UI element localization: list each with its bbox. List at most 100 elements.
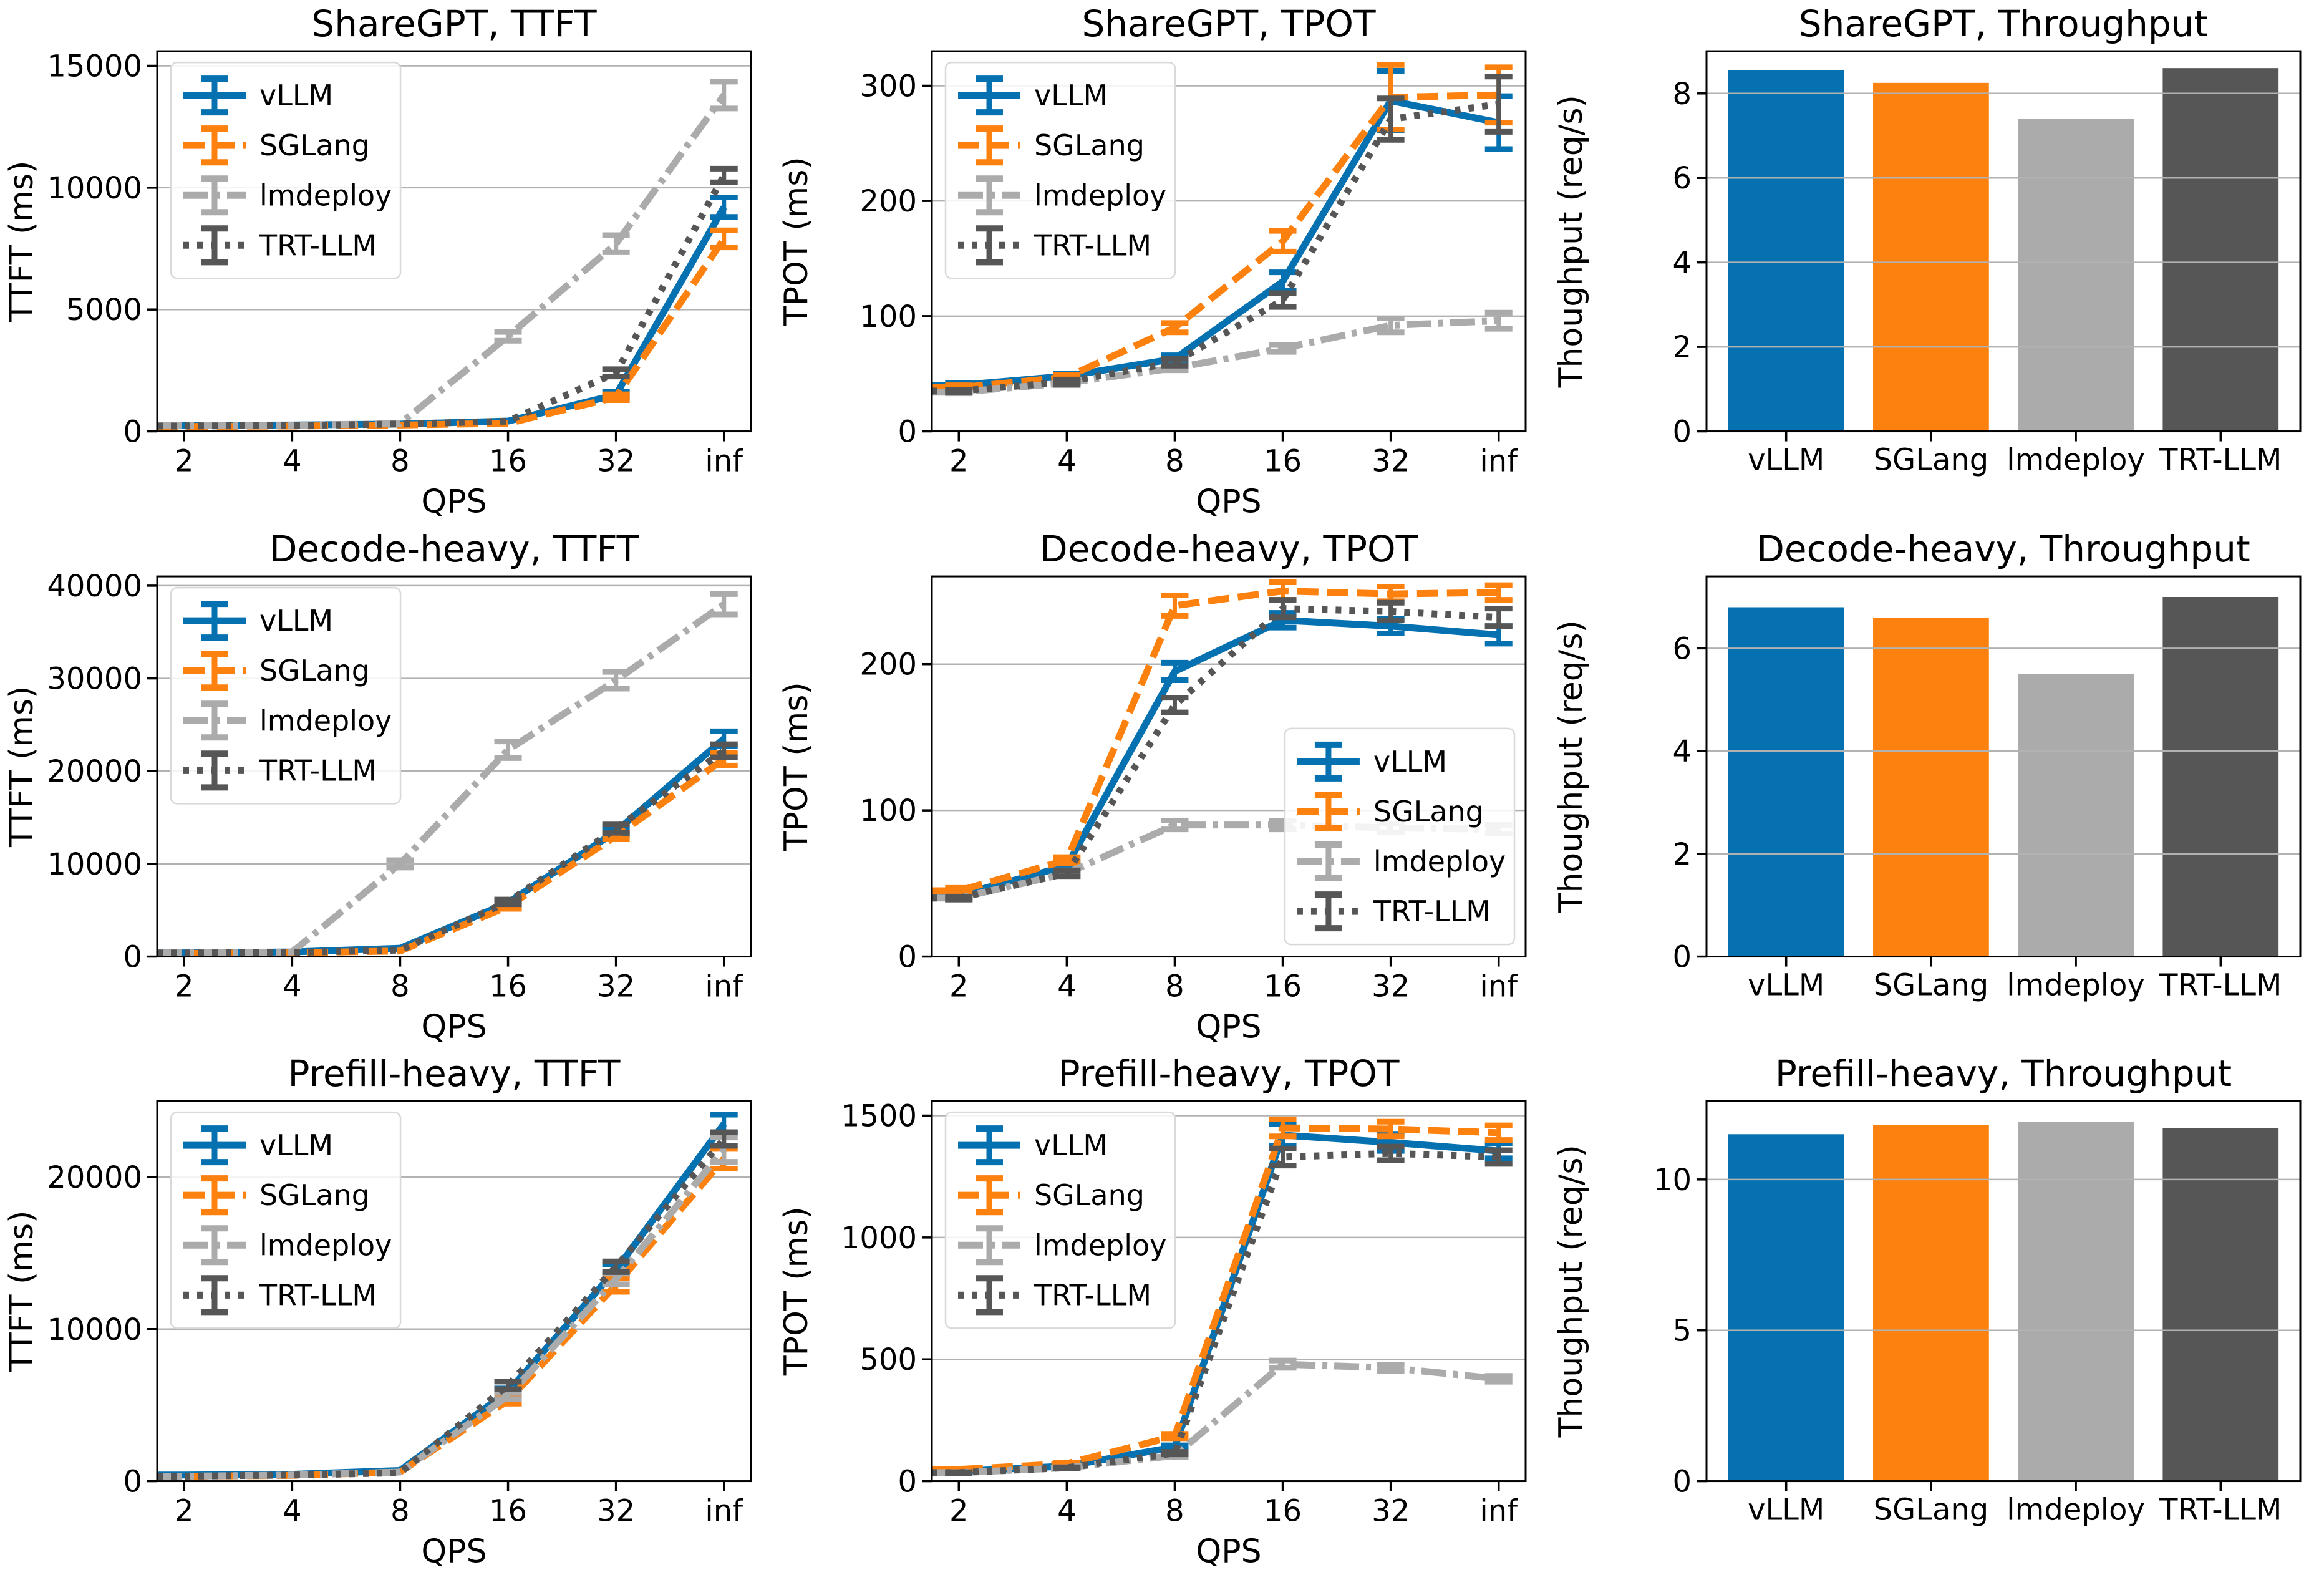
legend-label: TRT-LLM [259,228,377,262]
y-axis-label: TTFT (ms) [3,686,41,847]
plot-border [156,50,752,433]
legend-item-vLLM: vLLM [958,1125,1108,1166]
legend-item-vLLM: vLLM [183,1125,333,1166]
x-tick-label: 2 [175,444,194,479]
bar-TRT-LLM [2162,68,2279,432]
x-axis: 2 4 8 16 32 inf QPS [175,1481,743,1571]
chart-canvas: 0 500 1000 1500 TPOT (ms) 2 4 8 16 32 inf QPS Prefil… [778,1052,1527,1571]
y-tick-label: 0 [1672,1465,1692,1500]
chart-title: Decode-heavy, TTFT [269,528,639,570]
chart-canvas: 0 5000 10000 15000 TTFT (ms) 2 4 8 16 32 inf QPS Sha… [3,2,752,521]
chart-title: Decode-heavy, Throughput [1756,528,2250,570]
x-axis: vLLM SGLang lmdeploy TRT-LLM [1748,956,2282,1002]
legend-label: SGLang [259,1179,370,1213]
x-tick-label: 2 [949,969,969,1004]
legend-label: lmdeploy [1373,845,1506,878]
y-axis: 0 5000 10000 15000 TTFT (ms) [3,49,157,450]
bar-SGLang [1873,617,1989,957]
bars [1728,68,2279,432]
legend-label: TRT-LLM [1034,1279,1151,1312]
x-tick-label: TRT-LLM [2159,443,2282,478]
y-tick-label: 5000 [66,293,142,327]
x-tick-label: 32 [597,969,635,1004]
legend-label: vLLM [259,1128,333,1162]
x-tick-label: 4 [1057,969,1077,1004]
legend-label: lmdeploy [1034,1229,1166,1262]
y-tick-label: 6 [1672,631,1692,666]
legend-item-TRT-LLM: TRT-LLM [183,1275,377,1316]
y-axis: 0 2 4 6 8 Thoughput (req/s) [1552,77,1707,450]
legend-item-SGLang: SGLang [183,1175,370,1216]
chart-prefill-heavy-tpot: 0 500 1000 1500 TPOT (ms) 2 4 8 16 32 inf QPS Prefil… [775,1050,1549,1575]
legend-label: SGLang [1034,1179,1145,1213]
x-tick-label: 4 [283,969,302,1004]
legend: vLLM SGLang lmdeploy TRT-LLM [944,1112,1176,1329]
legend-box [944,1112,1176,1329]
y-tick-label: 200 [859,184,917,219]
y-axis-label: TTFT (ms) [3,1211,41,1372]
series-errorbars [494,1129,738,1392]
legend-item-TRT-LLM: TRT-LLM [958,1275,1151,1316]
x-tick-label: 4 [1057,444,1077,479]
legend-item-lmdeploy: lmdeploy [958,1225,1166,1266]
series-errorbars [945,596,1513,903]
bar-lmdeploy [2018,1122,2134,1481]
y-axis-label: TPOT (ms) [778,157,815,326]
y-tick-label: 20000 [47,1160,142,1195]
x-tick-label: 16 [1264,969,1302,1004]
y-axis: 0 2 4 6 Thoughput (req/s) [1552,620,1707,974]
legend-item-lmdeploy: lmdeploy [1297,841,1506,881]
y-axis: 0 500 1000 1500 TPOT (ms) [778,1099,932,1500]
legend-label: SGLang [1034,128,1145,162]
series-errorbars [494,79,738,344]
legend-item-lmdeploy: lmdeploy [183,175,392,216]
y-axis: 0 5 10 Thoughput (req/s) [1552,1145,1707,1500]
legend-item-vLLM: vLLM [183,75,333,116]
legend-label: SGLang [259,654,370,687]
x-axis: 2 4 8 16 32 inf QPS [949,956,1518,1045]
legend-item-TRT-LLM: TRT-LLM [958,225,1151,266]
chart-prefill-heavy-throughput: 0 5 10 Thoughput (req/s) vLLM SGLang lmdeploy T… [1549,1050,2324,1575]
x-tick-label: 16 [1264,444,1302,479]
plot-border [931,575,1527,957]
y-axis: 0 100 200 300 TPOT (ms) [778,69,932,450]
legend-item-lmdeploy: lmdeploy [183,1225,392,1266]
x-tick-label: 16 [1264,1494,1302,1529]
bars [1728,1122,2279,1481]
series-TRT-LLM [157,1129,738,1480]
y-tick-label: 5 [1672,1314,1692,1349]
x-tick-label: inf [1479,444,1518,479]
series-lmdeploy [157,79,738,430]
x-tick-label: 16 [489,444,527,479]
x-tick-label: 2 [949,1494,969,1529]
x-tick-label: 16 [489,1494,527,1529]
series-lmdeploy [157,591,738,956]
y-tick-label: 0 [1672,939,1692,974]
y-axis-label: TPOT (ms) [778,1207,815,1377]
x-axis: 2 4 8 16 32 inf QPS [949,1481,1518,1571]
x-tick-label: 32 [1372,1494,1410,1529]
legend-item-SGLang: SGLang [958,1175,1145,1216]
y-tick-label: 10000 [47,1312,142,1347]
y-tick-label: 0 [123,415,142,450]
x-tick-label: inf [1479,969,1518,1004]
y-tick-label: 500 [859,1343,917,1378]
x-axis: 2 4 8 16 32 inf QPS [175,956,743,1045]
y-tick-label: 0 [898,939,917,974]
series-errorbars [386,591,738,871]
y-tick-label: 20000 [47,754,142,789]
y-tick-label: 10000 [47,171,142,206]
y-tick-label: 30000 [47,661,142,696]
chart-title: Prefill-heavy, TTFT [288,1052,621,1095]
series-errorbars [945,1143,1513,1476]
chart-title: Prefill-heavy, TPOT [1058,1052,1400,1095]
plot-border [931,50,1527,433]
chart-title: Decode-heavy, TPOT [1040,528,1418,570]
y-tick-label: 2 [1672,836,1692,871]
y-tick-label: 100 [859,793,917,828]
legend: vLLM SGLang lmdeploy TRT-LLM [1284,727,1516,946]
chart-title: ShareGPT, Throughput [1799,2,2208,45]
legend-label: TRT-LLM [259,754,377,787]
y-tick-label: 200 [859,647,917,682]
